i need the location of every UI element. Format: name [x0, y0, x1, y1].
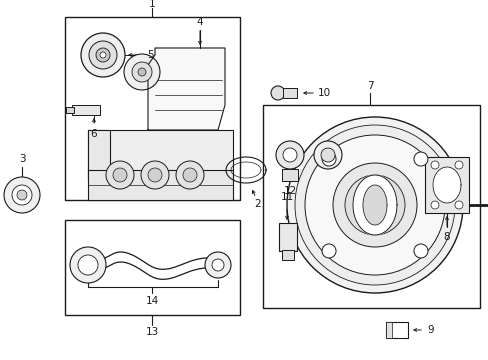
Circle shape: [413, 244, 427, 258]
Bar: [65, 220, 240, 315]
Bar: [66, 107, 74, 113]
Circle shape: [176, 161, 203, 189]
Text: 11: 11: [280, 192, 293, 202]
Bar: [72, 105, 100, 115]
Bar: [279, 223, 296, 251]
Text: 1: 1: [148, 0, 155, 9]
Circle shape: [12, 185, 32, 205]
Bar: [88, 170, 232, 200]
Circle shape: [270, 86, 285, 100]
Circle shape: [81, 33, 125, 77]
Text: 12: 12: [283, 186, 296, 196]
Text: 14: 14: [145, 296, 158, 306]
Bar: [88, 130, 232, 180]
Circle shape: [183, 168, 197, 182]
Circle shape: [430, 201, 438, 209]
Circle shape: [322, 244, 335, 258]
Circle shape: [138, 68, 146, 76]
Text: 8: 8: [443, 232, 449, 242]
Text: 13: 13: [145, 327, 158, 337]
Text: 2: 2: [254, 199, 261, 209]
Circle shape: [430, 161, 438, 169]
Circle shape: [332, 163, 416, 247]
Circle shape: [454, 201, 462, 209]
Polygon shape: [432, 167, 460, 203]
Text: 7: 7: [366, 81, 372, 91]
Circle shape: [113, 168, 127, 182]
Circle shape: [17, 190, 27, 200]
Polygon shape: [148, 48, 224, 130]
Bar: [282, 169, 297, 181]
Text: 6: 6: [90, 129, 97, 139]
Bar: [385, 322, 391, 338]
Text: 4: 4: [196, 17, 203, 27]
Circle shape: [141, 161, 169, 189]
Circle shape: [100, 52, 106, 58]
Circle shape: [204, 252, 230, 278]
Circle shape: [4, 177, 40, 213]
Bar: [263, 105, 479, 308]
Circle shape: [320, 148, 334, 162]
Circle shape: [454, 161, 462, 169]
Circle shape: [322, 152, 335, 166]
Polygon shape: [352, 175, 396, 235]
Circle shape: [132, 62, 152, 82]
Text: 5: 5: [146, 50, 153, 60]
Bar: [385, 322, 407, 338]
Circle shape: [413, 152, 427, 166]
Polygon shape: [362, 185, 386, 225]
Circle shape: [89, 41, 117, 69]
Bar: [65, 17, 240, 200]
Circle shape: [305, 135, 444, 275]
Circle shape: [275, 141, 304, 169]
Circle shape: [124, 54, 160, 90]
Circle shape: [70, 247, 106, 283]
Circle shape: [286, 117, 462, 293]
Text: 10: 10: [317, 88, 330, 98]
Circle shape: [96, 48, 110, 62]
Circle shape: [294, 125, 454, 285]
Circle shape: [345, 175, 404, 235]
Bar: [282, 250, 293, 260]
Circle shape: [283, 148, 296, 162]
Bar: [88, 130, 110, 180]
Bar: [424, 157, 468, 213]
Text: 3: 3: [19, 154, 25, 164]
Circle shape: [212, 259, 224, 271]
Circle shape: [106, 161, 134, 189]
Circle shape: [313, 141, 341, 169]
Circle shape: [78, 255, 98, 275]
Circle shape: [148, 168, 162, 182]
Bar: [283, 88, 296, 98]
Text: 9: 9: [427, 325, 433, 335]
